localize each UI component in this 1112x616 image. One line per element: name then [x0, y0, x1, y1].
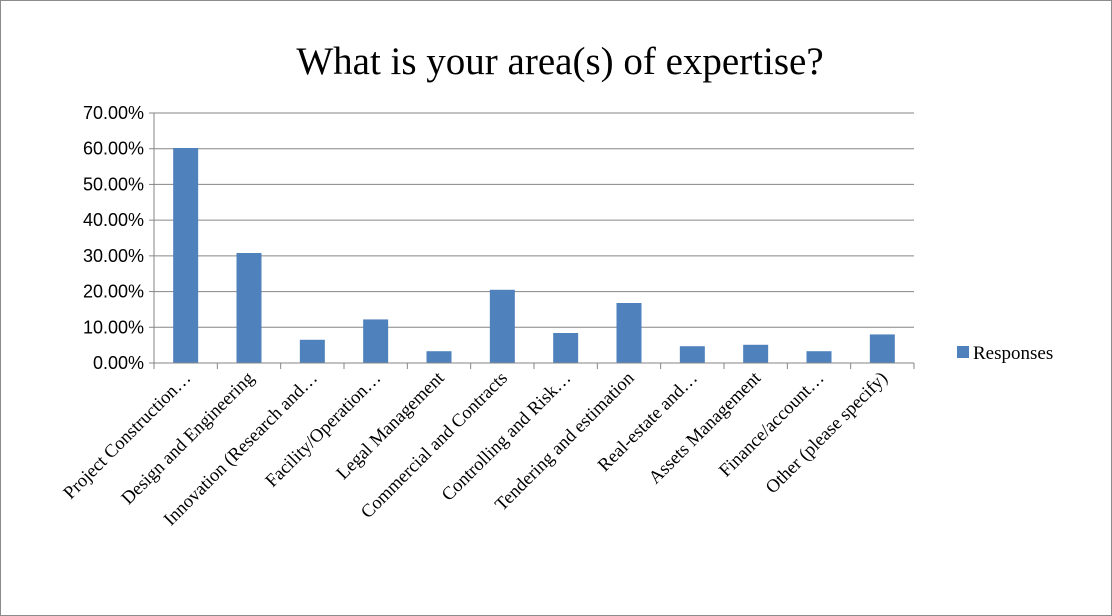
- y-tick-label: 70.00%: [83, 103, 144, 123]
- x-axis-ticks: Project Construction…Design and Engineer…: [60, 368, 892, 530]
- x-tick-label: Project Construction…: [60, 368, 195, 503]
- x-tick-label: Legal Management: [333, 368, 449, 484]
- y-tick-label: 0.00%: [93, 353, 144, 373]
- bar: [743, 344, 769, 363]
- y-tick-label: 50.00%: [83, 174, 144, 194]
- y-tick-label: 40.00%: [83, 210, 144, 230]
- y-tick-label: 10.00%: [83, 317, 144, 337]
- chart-title: What is your area(s) of expertise?: [296, 40, 823, 83]
- x-tick-label: Facility/Operation…: [262, 368, 385, 491]
- y-axis-ticks: 0.00% 10.00% 20.00% 30.00% 40.00% 50.00% 60.00…: [83, 103, 144, 373]
- legend: Responses: [957, 343, 1053, 364]
- bar: [679, 346, 705, 363]
- bar: [426, 351, 452, 363]
- legend-swatch-responses: [957, 346, 969, 358]
- bar: [299, 339, 325, 363]
- bar: [616, 303, 642, 363]
- y-tick-label: 20.00%: [83, 282, 144, 302]
- bar: [489, 289, 515, 363]
- bar: [363, 319, 389, 363]
- bars: [173, 148, 895, 363]
- x-tick-label: Finance/account…: [716, 368, 829, 481]
- bar: [236, 253, 262, 363]
- bar: [173, 148, 199, 363]
- legend-label-responses: Responses: [973, 343, 1053, 364]
- bar: [869, 334, 895, 363]
- axes: [149, 112, 915, 369]
- y-tick-label: 30.00%: [83, 246, 144, 266]
- x-tick-label: Other (please specify): [762, 368, 892, 498]
- gridlines: [154, 112, 914, 328]
- x-tick-label: Assets Management: [645, 368, 765, 488]
- bar: [806, 351, 832, 363]
- bar: [553, 333, 579, 363]
- y-tick-label: 60.00%: [83, 139, 144, 159]
